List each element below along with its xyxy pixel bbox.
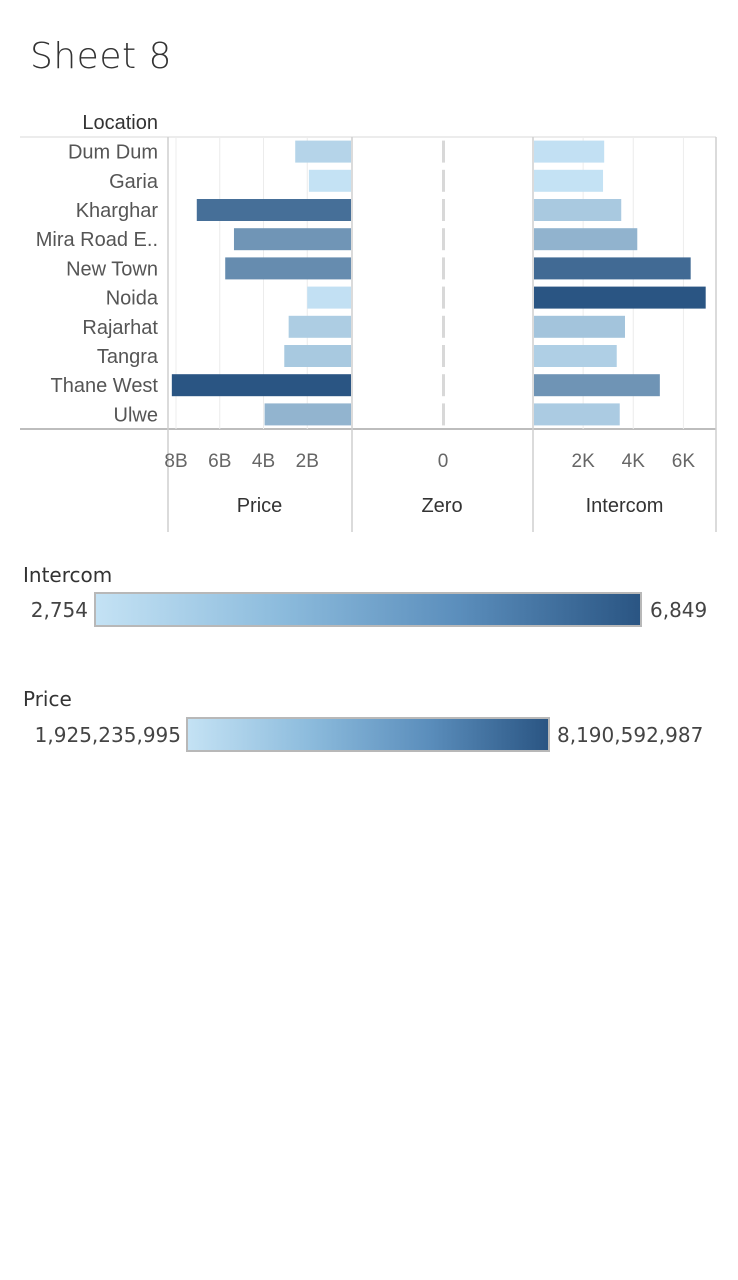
intercom-bar bbox=[534, 228, 638, 251]
price-bar bbox=[284, 345, 351, 367]
price-bar bbox=[307, 286, 351, 309]
zero-bar bbox=[442, 315, 445, 338]
price-bar bbox=[264, 403, 351, 426]
intercom-color-legend bbox=[94, 592, 642, 627]
price-bar bbox=[196, 199, 351, 221]
price-legend-min: 1,925,235,995 bbox=[34, 723, 181, 747]
zero-bar bbox=[442, 286, 445, 309]
category-label: Tangra bbox=[97, 346, 159, 368]
price-tick-label: 6B bbox=[208, 451, 231, 472]
category-label: Noida bbox=[106, 288, 159, 310]
price-bar bbox=[295, 140, 351, 163]
intercom-bar bbox=[534, 140, 605, 163]
price-bar bbox=[288, 315, 351, 338]
price-bar bbox=[225, 257, 351, 280]
category-label: Dum Dum bbox=[68, 142, 158, 164]
price-tick-label: 8B bbox=[164, 451, 187, 472]
category-label: Kharghar bbox=[76, 200, 159, 222]
zero-bar bbox=[442, 403, 445, 426]
intercom-axis-title: Intercom bbox=[586, 495, 664, 517]
zero-bar bbox=[442, 140, 445, 163]
intercom-bar bbox=[534, 315, 625, 338]
zero-tick-label: 0 bbox=[438, 451, 449, 472]
zero-bar bbox=[442, 199, 445, 221]
intercom-legend-min: 2,754 bbox=[30, 598, 88, 622]
category-label: Mira Road E.. bbox=[36, 229, 158, 251]
intercom-bar bbox=[534, 403, 620, 426]
category-label: Rajarhat bbox=[82, 317, 158, 339]
zero-bar bbox=[442, 257, 445, 280]
price-bar bbox=[308, 169, 351, 192]
zero-bar bbox=[442, 374, 445, 397]
row-header-location: Location bbox=[82, 112, 158, 134]
category-label: New Town bbox=[66, 258, 158, 280]
page-title: Sheet 8 bbox=[30, 36, 172, 77]
intercom-tick-label: 4K bbox=[622, 451, 646, 472]
intercom-bar bbox=[534, 286, 706, 309]
price-bar bbox=[233, 228, 351, 251]
zero-bar bbox=[442, 345, 445, 367]
price-legend-max: 8,190,592,987 bbox=[557, 723, 704, 747]
price-tick-label: 4B bbox=[252, 451, 275, 472]
category-label: Ulwe bbox=[114, 404, 158, 426]
price-axis-title: Price bbox=[237, 495, 283, 517]
zero-bar bbox=[442, 169, 445, 192]
intercom-legend-title: Intercom bbox=[23, 563, 113, 587]
price-legend-title: Price bbox=[23, 687, 72, 711]
price-tick-label: 2B bbox=[296, 451, 319, 472]
price-bar bbox=[171, 374, 351, 397]
intercom-bar bbox=[534, 374, 660, 397]
bar-chart: Location Dum Dum Garia Kharghar Mira Road E.… bbox=[20, 112, 717, 532]
intercom-tick-label: 6K bbox=[672, 451, 696, 472]
intercom-legend-max: 6,849 bbox=[650, 598, 708, 622]
category-label: Thane West bbox=[51, 375, 159, 397]
zero-bar bbox=[442, 228, 445, 251]
intercom-bar bbox=[534, 345, 617, 367]
intercom-tick-label: 2K bbox=[572, 451, 596, 472]
intercom-bar bbox=[534, 169, 604, 192]
zero-axis-title: Zero bbox=[421, 495, 462, 517]
intercom-bar bbox=[534, 257, 691, 280]
intercom-bar bbox=[534, 199, 622, 221]
category-label: Garia bbox=[109, 171, 159, 193]
price-color-legend bbox=[186, 717, 550, 752]
